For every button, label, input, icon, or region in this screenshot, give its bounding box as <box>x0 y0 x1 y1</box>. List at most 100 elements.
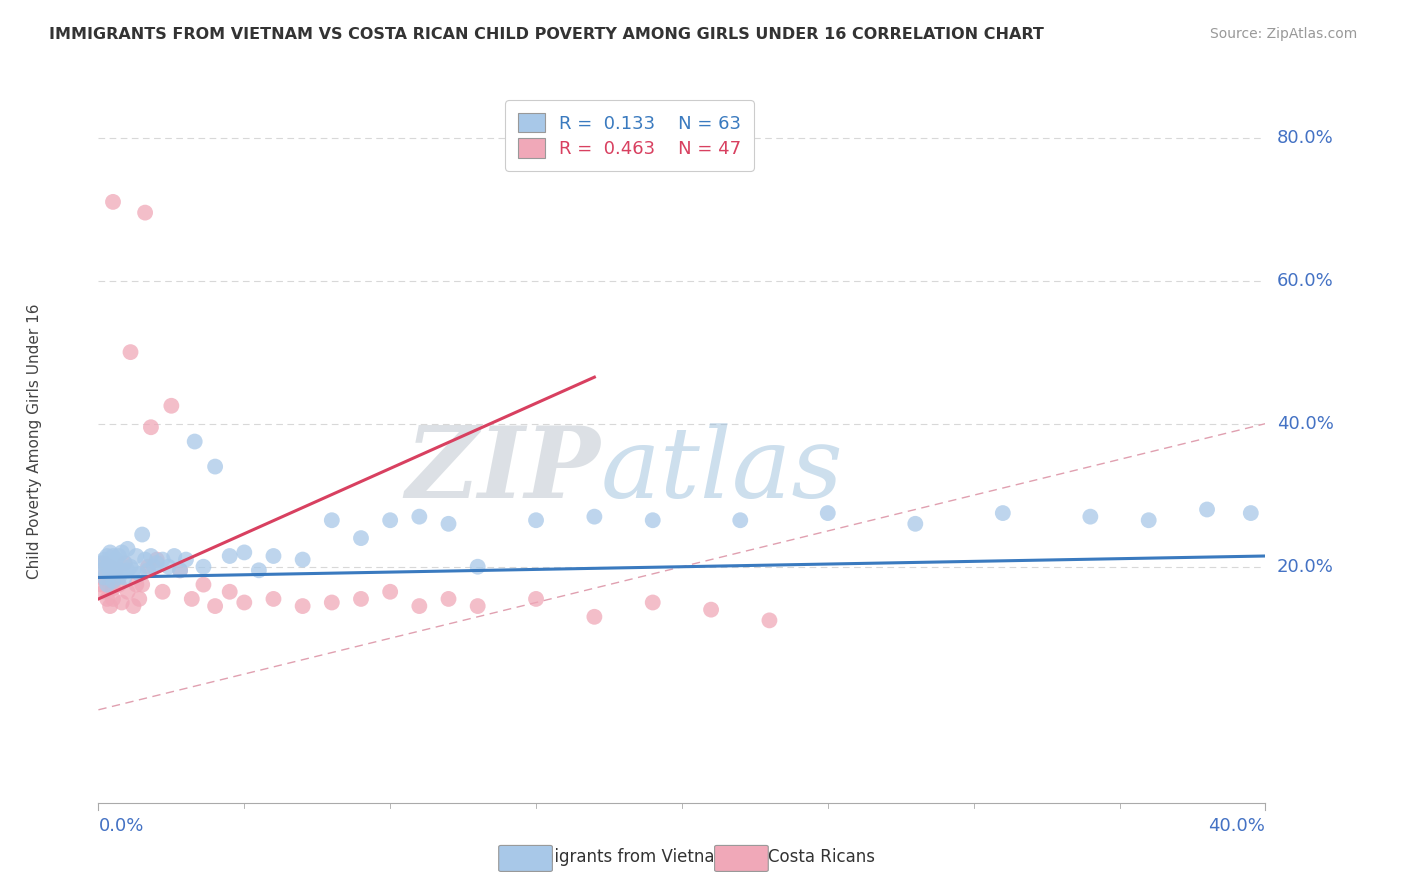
Point <box>108 549 131 563</box>
Point <box>758 613 780 627</box>
Point <box>108 577 131 591</box>
Point <box>98 545 121 559</box>
Point <box>98 566 121 581</box>
Point <box>125 549 148 563</box>
Point <box>96 549 118 563</box>
FancyBboxPatch shape <box>714 846 768 871</box>
Text: atlas: atlas <box>600 423 844 518</box>
Point <box>204 459 226 474</box>
Point <box>96 591 118 606</box>
Text: 40.0%: 40.0% <box>1209 817 1265 835</box>
Point <box>700 602 723 616</box>
Point <box>93 556 115 570</box>
Point <box>193 559 215 574</box>
Point <box>350 531 373 545</box>
Point <box>146 556 169 570</box>
Point <box>98 559 121 574</box>
Legend: R =  0.133    N = 63, R =  0.463    N = 47: R = 0.133 N = 63, R = 0.463 N = 47 <box>505 100 754 170</box>
Point <box>233 545 256 559</box>
FancyBboxPatch shape <box>499 846 553 871</box>
Point <box>1080 509 1102 524</box>
Point <box>128 591 150 606</box>
Point <box>111 595 134 609</box>
Point <box>583 509 606 524</box>
Point <box>93 570 115 584</box>
Point <box>247 563 270 577</box>
Point <box>152 552 174 566</box>
Point <box>90 563 112 577</box>
Point <box>291 552 314 566</box>
Point <box>583 609 606 624</box>
Point <box>114 556 136 570</box>
Point <box>174 552 197 566</box>
Point <box>101 574 124 588</box>
Point <box>146 552 169 566</box>
Point <box>169 563 191 577</box>
Point <box>96 577 118 591</box>
Text: Costa Ricans: Costa Ricans <box>769 848 876 866</box>
Point <box>157 559 180 574</box>
Point <box>139 420 162 434</box>
Point <box>163 549 186 563</box>
Point <box>169 563 191 577</box>
Point <box>134 552 156 566</box>
Text: 80.0%: 80.0% <box>1277 128 1334 146</box>
Point <box>152 584 174 599</box>
Point <box>904 516 927 531</box>
Text: 40.0%: 40.0% <box>1277 415 1334 433</box>
Point <box>108 570 131 584</box>
Point <box>101 194 124 209</box>
Point <box>180 591 202 606</box>
Point <box>730 513 752 527</box>
Point <box>437 516 460 531</box>
Text: Child Poverty Among Girls Under 16: Child Poverty Among Girls Under 16 <box>27 304 42 579</box>
Point <box>380 513 402 527</box>
Text: ZIP: ZIP <box>405 422 600 518</box>
Point <box>1240 506 1263 520</box>
Point <box>98 599 121 613</box>
Point <box>131 527 153 541</box>
Point <box>160 399 183 413</box>
Point <box>1195 502 1218 516</box>
Point <box>120 559 142 574</box>
Point <box>101 581 124 595</box>
Point <box>117 541 139 556</box>
Point <box>125 577 148 591</box>
Point <box>93 552 115 566</box>
Point <box>467 599 489 613</box>
Point <box>321 513 343 527</box>
Point <box>90 577 112 591</box>
Point <box>321 595 343 609</box>
Point <box>90 570 112 584</box>
Point <box>193 577 215 591</box>
Point <box>117 584 139 599</box>
Point <box>101 591 124 606</box>
Point <box>1137 513 1160 527</box>
Text: 20.0%: 20.0% <box>1277 558 1334 575</box>
Point <box>291 599 314 613</box>
Point <box>96 559 118 574</box>
Point <box>467 559 489 574</box>
Point <box>134 205 156 219</box>
Point <box>524 591 547 606</box>
Text: Immigrants from Vietnam: Immigrants from Vietnam <box>516 848 731 866</box>
Point <box>262 591 284 606</box>
Point <box>114 556 136 570</box>
Point <box>101 559 124 574</box>
Point <box>136 559 159 574</box>
Point <box>120 345 142 359</box>
Point <box>111 545 134 559</box>
Point <box>641 513 664 527</box>
Point <box>641 595 664 609</box>
Point <box>991 506 1014 520</box>
Point <box>104 563 127 577</box>
Point <box>183 434 205 449</box>
Point <box>204 599 226 613</box>
Point <box>218 584 240 599</box>
Point <box>437 591 460 606</box>
Point <box>122 563 145 577</box>
Point <box>380 584 402 599</box>
Point <box>524 513 547 527</box>
Point <box>98 556 121 570</box>
Point <box>218 549 240 563</box>
